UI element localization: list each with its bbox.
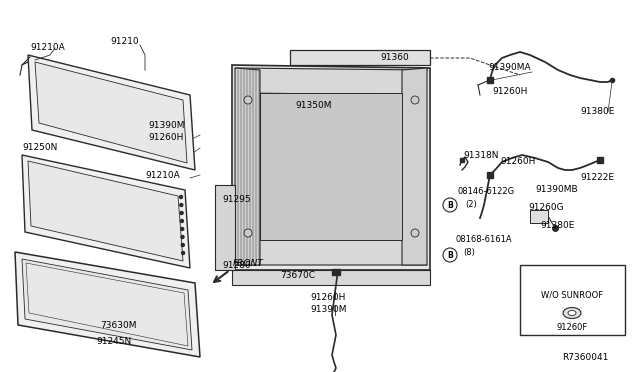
Text: B: B [447,201,453,209]
Text: 91260H: 91260H [310,294,346,302]
Polygon shape [35,62,187,163]
Text: FRONT: FRONT [233,259,264,267]
Polygon shape [530,210,548,223]
Polygon shape [28,55,195,170]
Text: (8): (8) [463,248,475,257]
Text: 91390MA: 91390MA [488,64,531,73]
Text: 91250N: 91250N [22,144,58,153]
Polygon shape [28,161,183,261]
Text: 91360: 91360 [380,54,409,62]
Circle shape [180,203,183,206]
Text: 91210A: 91210A [30,44,65,52]
Ellipse shape [563,308,581,318]
Text: 91260G: 91260G [528,203,564,212]
Polygon shape [235,240,427,265]
Text: 91280: 91280 [222,260,251,269]
Text: 91222E: 91222E [580,173,614,183]
Text: R7360041: R7360041 [562,353,609,362]
Polygon shape [402,68,427,265]
Text: 91380E: 91380E [580,108,614,116]
Text: 91210A: 91210A [145,170,180,180]
Text: 91260H: 91260H [500,157,536,167]
Text: 73670C: 73670C [280,270,315,279]
Circle shape [411,229,419,237]
Circle shape [180,228,184,231]
Polygon shape [232,270,430,285]
Text: (2): (2) [465,201,477,209]
Text: 91350M: 91350M [295,100,332,109]
Text: 91390M: 91390M [148,121,184,129]
Circle shape [180,219,184,222]
Text: 08168-6161A: 08168-6161A [455,235,511,244]
Circle shape [181,244,184,247]
Polygon shape [260,93,402,240]
Circle shape [179,196,182,199]
FancyBboxPatch shape [520,265,625,335]
Polygon shape [235,68,427,95]
Text: 91380E: 91380E [540,221,574,230]
Polygon shape [22,155,190,268]
Bar [332,269,340,275]
Circle shape [244,96,252,104]
Text: 91318N: 91318N [463,151,499,160]
Ellipse shape [568,311,576,315]
Circle shape [181,235,184,238]
Circle shape [443,198,457,212]
Text: 91390M: 91390M [310,305,346,314]
Circle shape [180,212,183,215]
Text: 91390MB: 91390MB [535,186,578,195]
Text: W/O SUNROOF: W/O SUNROOF [541,291,603,299]
Polygon shape [22,259,192,350]
Circle shape [443,248,457,262]
Text: 91260H: 91260H [148,134,184,142]
Polygon shape [290,50,430,65]
Polygon shape [15,252,200,357]
Circle shape [411,96,419,104]
Text: B: B [447,250,453,260]
Text: 73630M: 73630M [100,321,136,330]
Polygon shape [235,68,260,265]
Text: 91260F: 91260F [556,323,588,331]
Text: 91295: 91295 [222,196,251,205]
Text: 91245N: 91245N [96,337,131,346]
Text: 91210: 91210 [110,38,139,46]
Circle shape [182,251,184,254]
Circle shape [244,229,252,237]
Polygon shape [215,185,235,270]
Polygon shape [232,65,430,270]
Text: 08146-6122G: 08146-6122G [458,187,515,196]
Text: 91260H: 91260H [492,87,527,96]
